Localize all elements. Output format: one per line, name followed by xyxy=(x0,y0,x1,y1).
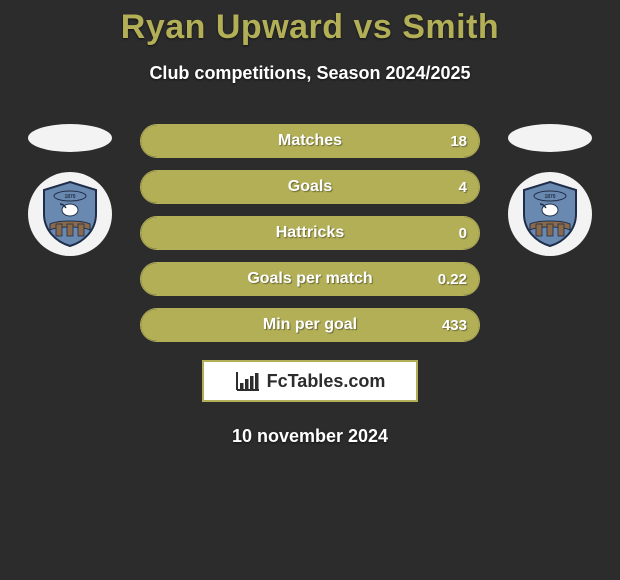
stat-value-right: 4 xyxy=(459,171,467,203)
stat-fill xyxy=(141,309,479,341)
stat-row-goals-per-match: Goals per match 0.22 xyxy=(140,262,480,296)
player-left-avatar-placeholder xyxy=(28,124,112,152)
player-left-club-badge: 1870 xyxy=(28,172,112,256)
svg-text:1870: 1870 xyxy=(544,194,555,200)
player-left-column: 1870 xyxy=(20,122,120,342)
stat-row-goals: Goals 4 xyxy=(140,170,480,204)
brand-box: FcTables.com xyxy=(202,360,418,402)
stat-value-right: 433 xyxy=(442,309,467,341)
svg-text:1870: 1870 xyxy=(64,194,75,200)
player-right-avatar-placeholder xyxy=(508,124,592,152)
stat-column: Matches 18 Goals 4 Hattricks 0 Goals per… xyxy=(140,122,480,342)
page-subtitle: Club competitions, Season 2024/2025 xyxy=(0,63,620,84)
bar-chart-icon xyxy=(235,370,261,392)
stat-fill xyxy=(141,125,479,157)
shield-icon: 1870 xyxy=(520,180,580,248)
brand-text: FcTables.com xyxy=(267,371,386,392)
page-title: Ryan Upward vs Smith xyxy=(0,8,620,47)
shield-icon: 1870 xyxy=(40,180,100,248)
stat-value-right: 0 xyxy=(459,217,467,249)
stat-row-matches: Matches 18 xyxy=(140,124,480,158)
stat-row-min-per-goal: Min per goal 433 xyxy=(140,308,480,342)
stat-value-right: 18 xyxy=(450,125,467,157)
stat-value-right: 0.22 xyxy=(438,263,467,295)
footer-date: 10 november 2024 xyxy=(0,426,620,447)
player-right-column: 1870 xyxy=(500,122,600,342)
comparison-panel: 1870 Matches 18 xyxy=(0,122,620,342)
stat-fill xyxy=(141,217,479,249)
stat-fill xyxy=(141,263,479,295)
player-right-club-badge: 1870 xyxy=(508,172,592,256)
stat-fill xyxy=(141,171,479,203)
stat-row-hattricks: Hattricks 0 xyxy=(140,216,480,250)
infographic-container: Ryan Upward vs Smith Club competitions, … xyxy=(0,0,620,447)
